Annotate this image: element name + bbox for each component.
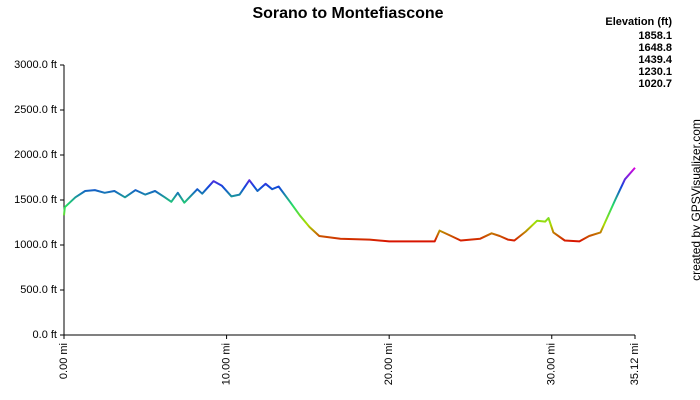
legend-value: 1439.4	[638, 54, 673, 66]
y-tick-label: 0.0 ft	[33, 329, 57, 341]
x-tick-label: 30.00 mi	[546, 343, 558, 385]
legend-value: 1230.1	[638, 66, 672, 78]
chart-title: Sorano to Montefiascone	[252, 5, 443, 22]
legend-value: 1648.8	[638, 42, 672, 54]
y-tick-label: 2000.0 ft	[14, 149, 57, 161]
legend-value: 1020.7	[638, 78, 672, 90]
y-tick-label: 500.0 ft	[20, 284, 57, 296]
credit: created by GPSVisualizer.com	[689, 119, 700, 281]
legend-title: Elevation (ft)	[605, 16, 672, 28]
x-tick-label: 35.12 mi	[629, 343, 641, 385]
elevation-line	[63, 167, 636, 243]
y-tick-label: 1000.0 ft	[14, 239, 57, 251]
x-tick-label: 0.00 mi	[58, 343, 70, 379]
y-tick-label: 3000.0 ft	[14, 59, 57, 71]
x-tick-label: 20.00 mi	[383, 343, 395, 385]
y-tick-label: 2500.0 ft	[14, 104, 57, 116]
x-tick-label: 10.00 mi	[220, 343, 232, 385]
legend-value: 1858.1	[638, 30, 672, 42]
y-tick-label: 1500.0 ft	[14, 194, 57, 206]
